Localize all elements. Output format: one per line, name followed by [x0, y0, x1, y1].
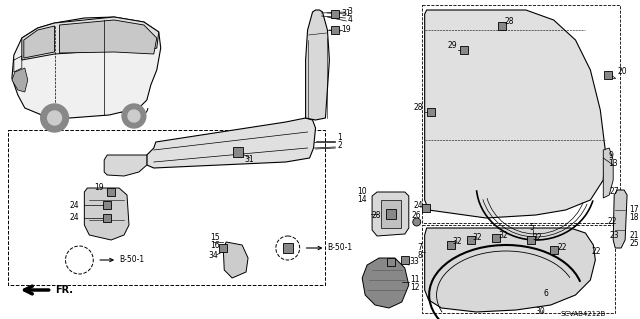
- Text: 8: 8: [418, 251, 422, 261]
- Polygon shape: [425, 228, 595, 312]
- Bar: [422, 204, 429, 212]
- Text: 7: 7: [418, 243, 422, 253]
- Bar: [332, 26, 339, 34]
- Polygon shape: [306, 10, 330, 120]
- Bar: [103, 201, 111, 209]
- Text: 28: 28: [371, 211, 381, 219]
- Bar: [492, 234, 500, 242]
- Text: 15: 15: [211, 234, 220, 242]
- Text: 11: 11: [410, 276, 419, 285]
- Text: 25: 25: [629, 239, 639, 248]
- Text: 19: 19: [341, 26, 351, 34]
- Polygon shape: [22, 17, 159, 60]
- Text: 22: 22: [557, 242, 567, 251]
- Text: FR.: FR.: [56, 285, 74, 295]
- Text: 24: 24: [413, 201, 424, 210]
- Bar: [387, 258, 395, 266]
- Polygon shape: [381, 200, 401, 228]
- Text: 31: 31: [341, 10, 351, 19]
- Bar: [386, 209, 396, 219]
- Bar: [220, 244, 227, 252]
- Circle shape: [122, 104, 146, 128]
- Bar: [447, 241, 456, 249]
- Bar: [498, 22, 506, 30]
- Polygon shape: [147, 118, 316, 168]
- Polygon shape: [12, 17, 161, 118]
- Bar: [233, 147, 243, 157]
- Polygon shape: [604, 148, 613, 198]
- Text: 24: 24: [70, 201, 79, 210]
- Text: 2: 2: [337, 140, 342, 150]
- Text: 31: 31: [244, 155, 253, 165]
- Text: 32: 32: [498, 231, 508, 240]
- Text: 4: 4: [348, 16, 352, 25]
- Bar: [427, 108, 435, 116]
- Polygon shape: [613, 190, 627, 248]
- Text: 12: 12: [410, 284, 419, 293]
- Bar: [460, 46, 468, 54]
- Text: 22: 22: [591, 248, 601, 256]
- Bar: [422, 225, 615, 313]
- Bar: [401, 256, 409, 264]
- Polygon shape: [12, 68, 28, 92]
- Bar: [422, 5, 620, 223]
- Polygon shape: [223, 242, 248, 278]
- Circle shape: [128, 110, 140, 122]
- Polygon shape: [362, 258, 409, 308]
- Text: 32: 32: [452, 238, 462, 247]
- Polygon shape: [24, 26, 54, 58]
- Text: SCVAB4212B: SCVAB4212B: [560, 311, 605, 317]
- Text: 27: 27: [609, 188, 619, 197]
- Polygon shape: [104, 155, 147, 176]
- Bar: [604, 71, 612, 79]
- Polygon shape: [372, 192, 409, 236]
- Text: 1: 1: [337, 133, 342, 143]
- Text: 20: 20: [617, 68, 627, 77]
- Text: B-50-1: B-50-1: [328, 243, 353, 253]
- Polygon shape: [425, 10, 605, 218]
- Text: 6: 6: [544, 288, 548, 298]
- Bar: [103, 214, 111, 222]
- Bar: [550, 246, 557, 254]
- Text: 17: 17: [629, 205, 639, 214]
- Text: 21: 21: [629, 231, 639, 240]
- Bar: [332, 10, 339, 18]
- Text: 23: 23: [609, 232, 619, 241]
- Text: 5: 5: [530, 224, 535, 233]
- Text: 28: 28: [413, 103, 423, 113]
- Text: 22: 22: [607, 218, 617, 226]
- Text: 34: 34: [209, 250, 218, 259]
- Text: 26: 26: [412, 211, 421, 219]
- Bar: [8, 130, 326, 285]
- Text: 18: 18: [629, 213, 639, 222]
- Text: 24: 24: [70, 213, 79, 222]
- Text: 29: 29: [447, 41, 457, 50]
- Text: 13: 13: [608, 159, 618, 167]
- Text: 3: 3: [348, 8, 352, 17]
- Text: 9: 9: [608, 151, 613, 160]
- Text: 14: 14: [357, 196, 367, 204]
- Text: B-50-1: B-50-1: [119, 256, 144, 264]
- Text: 32: 32: [472, 233, 482, 241]
- Text: 30: 30: [536, 308, 545, 316]
- Bar: [467, 236, 476, 244]
- Circle shape: [47, 111, 61, 125]
- Text: 16: 16: [211, 241, 220, 250]
- Text: 19: 19: [94, 183, 104, 192]
- Bar: [283, 243, 292, 253]
- Text: 28: 28: [504, 18, 513, 26]
- Text: 10: 10: [357, 188, 367, 197]
- Circle shape: [41, 104, 68, 132]
- Polygon shape: [60, 20, 157, 54]
- Bar: [107, 188, 115, 196]
- Polygon shape: [84, 188, 129, 240]
- Circle shape: [413, 218, 420, 226]
- Text: 32: 32: [533, 233, 543, 241]
- Text: 33: 33: [410, 257, 420, 266]
- Bar: [527, 236, 535, 244]
